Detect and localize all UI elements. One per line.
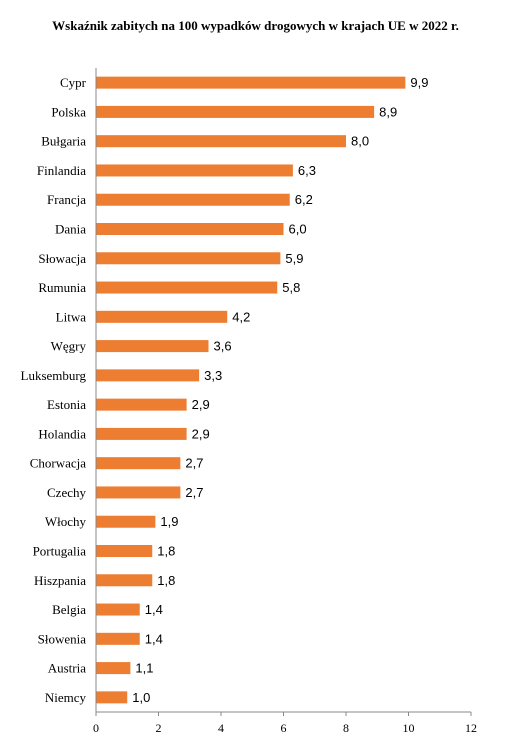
value-label: 5,9 [285, 251, 303, 266]
category-label: Polska [51, 104, 86, 119]
value-label: 2,9 [192, 397, 210, 412]
value-label: 3,6 [214, 339, 232, 354]
category-label: Cypr [60, 75, 87, 90]
category-label: Litwa [56, 309, 87, 324]
x-tick-label: 10 [403, 721, 415, 735]
bar-7 [96, 281, 278, 294]
bars-group [96, 76, 406, 704]
value-label: 2,7 [185, 456, 203, 471]
bar-4 [96, 193, 290, 206]
value-label: 1,1 [135, 661, 153, 676]
category-label: Finlandia [37, 163, 86, 178]
value-label: 1,4 [145, 631, 163, 646]
category-label: Austria [48, 661, 87, 676]
value-label: 8,9 [379, 104, 397, 119]
bar-18 [96, 603, 140, 616]
category-label: Słowacja [38, 251, 86, 266]
bar-15 [96, 515, 156, 528]
value-label: 6,0 [289, 222, 307, 237]
category-label: Włochy [45, 514, 87, 529]
bar-17 [96, 574, 153, 587]
bar-21 [96, 691, 128, 704]
bar-5 [96, 223, 284, 235]
category-label: Luksemburg [21, 368, 87, 383]
category-label: Niemcy [45, 690, 87, 705]
value-label: 1,9 [160, 514, 178, 529]
value-label: 2,9 [192, 426, 210, 441]
bar-13 [96, 457, 181, 470]
bar-0 [96, 76, 406, 89]
value-label: 3,3 [204, 368, 222, 383]
bar-3 [96, 164, 293, 177]
value-label: 1,4 [145, 602, 163, 617]
value-labels: 9,9 8,9 8,0 6,3 6,2 6,0 5,9 5,8 4,23,6 3,3 2,9 2,9 2… [132, 75, 428, 705]
category-label: Belgia [52, 602, 86, 617]
x-axis-ticks: 0 2 4 6 8 10 12 [93, 712, 477, 735]
category-label: Bułgaria [41, 134, 86, 149]
category-label: Węgry [51, 339, 87, 354]
chart-title: Wskaźnik zabitych na 100 wypadków drogow… [52, 18, 459, 33]
bar-14 [96, 486, 181, 499]
value-label: 4,2 [232, 309, 250, 324]
value-label: 1,8 [157, 544, 175, 559]
value-label: 1,0 [132, 690, 150, 705]
bar-10 [96, 369, 200, 382]
bar-6 [96, 252, 281, 265]
category-labels: Cypr Polska Bułgaria Finlandia Francja Dania S… [21, 75, 87, 705]
x-tick-label: 0 [93, 721, 99, 735]
category-label: Chorwacja [30, 456, 87, 471]
category-label: Rumunia [38, 280, 86, 295]
value-label: 1,8 [157, 573, 175, 588]
category-label: Holandia [38, 426, 86, 441]
x-tick-label: 2 [156, 721, 162, 735]
category-label: Francja [47, 192, 86, 207]
bar-11 [96, 398, 187, 411]
x-tick-label: 8 [343, 721, 349, 735]
value-label: 9,9 [410, 75, 428, 90]
category-label: Portugalia [33, 544, 87, 559]
category-label: Dania [55, 222, 86, 237]
bar-20 [96, 662, 131, 675]
value-label: 8,0 [351, 134, 369, 149]
value-label: 5,8 [282, 280, 300, 295]
bar-19 [96, 632, 140, 645]
bar-9 [96, 340, 209, 353]
bar-1 [96, 105, 375, 118]
bar-12 [96, 427, 187, 440]
bar-2 [96, 135, 346, 148]
category-label: Słowenia [38, 631, 87, 646]
value-label: 6,3 [298, 163, 316, 178]
value-label: 6,2 [295, 192, 313, 207]
value-label: 2,7 [185, 485, 203, 500]
bar-8 [96, 310, 228, 323]
x-tick-label: 4 [218, 721, 224, 735]
bar-16 [96, 545, 153, 557]
category-label: Czechy [47, 485, 86, 500]
x-tick-label: 12 [465, 721, 477, 735]
category-label: Estonia [47, 397, 86, 412]
category-label: Hiszpania [34, 573, 86, 588]
x-tick-label: 6 [281, 721, 287, 735]
